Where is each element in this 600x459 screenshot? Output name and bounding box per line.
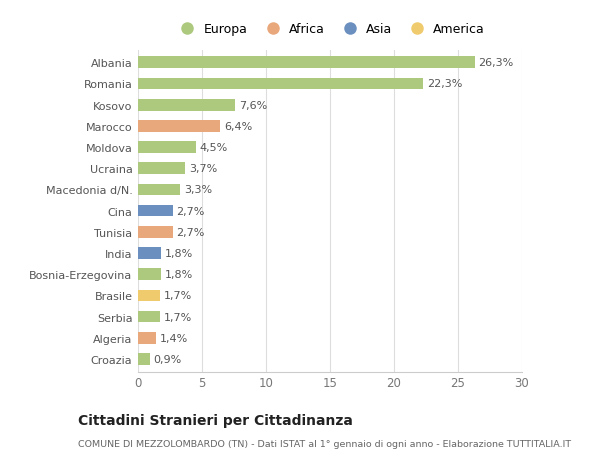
Text: 4,5%: 4,5% bbox=[199, 143, 227, 153]
Text: 1,8%: 1,8% bbox=[165, 248, 193, 258]
Text: 6,4%: 6,4% bbox=[224, 122, 252, 132]
Bar bbox=[138, 269, 161, 280]
Text: 7,6%: 7,6% bbox=[239, 101, 268, 111]
Bar bbox=[138, 78, 424, 90]
Text: 1,8%: 1,8% bbox=[165, 269, 193, 280]
Text: 1,4%: 1,4% bbox=[160, 333, 188, 343]
Text: 1,7%: 1,7% bbox=[164, 312, 192, 322]
Bar bbox=[138, 205, 173, 217]
Bar bbox=[138, 332, 156, 344]
Bar bbox=[138, 353, 149, 365]
Bar bbox=[138, 142, 196, 154]
Bar bbox=[138, 247, 161, 259]
Text: 0,9%: 0,9% bbox=[154, 354, 182, 364]
Text: Cittadini Stranieri per Cittadinanza: Cittadini Stranieri per Cittadinanza bbox=[78, 414, 353, 428]
Bar bbox=[138, 311, 160, 323]
Text: 2,7%: 2,7% bbox=[176, 206, 205, 216]
Text: COMUNE DI MEZZOLOMBARDO (TN) - Dati ISTAT al 1° gennaio di ogni anno - Elaborazi: COMUNE DI MEZZOLOMBARDO (TN) - Dati ISTA… bbox=[78, 439, 571, 448]
Text: 26,3%: 26,3% bbox=[478, 58, 514, 68]
Text: 3,7%: 3,7% bbox=[189, 164, 217, 174]
Text: 1,7%: 1,7% bbox=[164, 291, 192, 301]
Text: 22,3%: 22,3% bbox=[427, 79, 463, 90]
Legend: Europa, Africa, Asia, America: Europa, Africa, Asia, America bbox=[170, 18, 490, 41]
Text: 2,7%: 2,7% bbox=[176, 227, 205, 237]
Bar bbox=[138, 163, 185, 175]
Bar bbox=[138, 290, 160, 302]
Bar bbox=[138, 226, 173, 238]
Text: 3,3%: 3,3% bbox=[184, 185, 212, 195]
Bar bbox=[138, 184, 180, 196]
Bar bbox=[138, 100, 235, 111]
Bar bbox=[138, 121, 220, 132]
Bar bbox=[138, 57, 475, 69]
